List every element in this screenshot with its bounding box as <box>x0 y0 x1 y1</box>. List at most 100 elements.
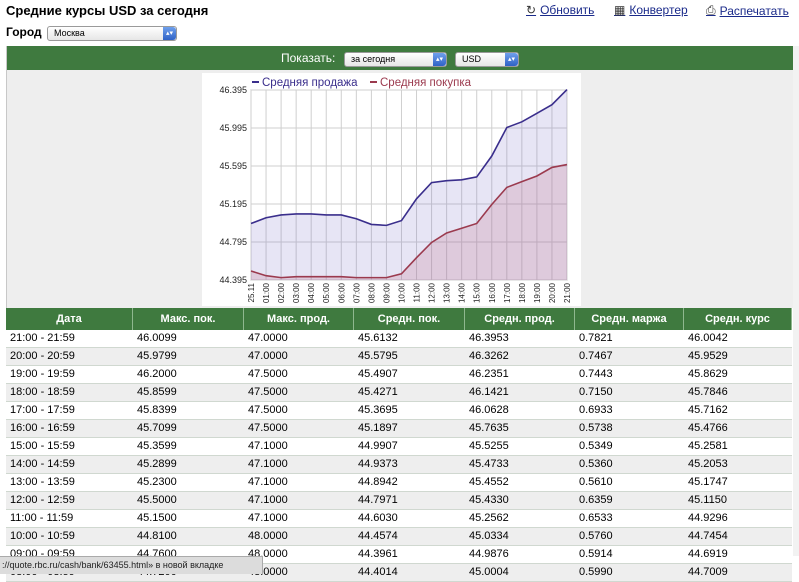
table-cell: 45.0334 <box>469 530 509 542</box>
x-tick-label: 13:00 <box>443 282 452 303</box>
table-cell: 45.7162 <box>688 404 728 416</box>
x-tick-label: 21:00 <box>563 282 572 303</box>
select-arrows-icon: ▴▾ <box>505 53 518 66</box>
table-cell: 45.2562 <box>469 512 509 524</box>
column-header: Макс. прод. <box>244 308 354 330</box>
currency-select[interactable]: USD ▴▾ <box>455 52 519 67</box>
table-cell: 45.0004 <box>469 566 509 578</box>
table-cell: 44.6919 <box>688 548 728 560</box>
table-cell: 45.7846 <box>688 386 728 398</box>
table-cell: 45.2899 <box>137 458 177 470</box>
status-bar: ://quote.rbc.ru/cash/bank/63455.html» в … <box>0 556 263 574</box>
print-link[interactable]: ⎙ Распечатать <box>706 3 789 18</box>
table-cell: 47.5000 <box>248 422 288 434</box>
table-cell: 47.5000 <box>248 404 288 416</box>
y-tick-label: 45.195 <box>219 199 247 209</box>
table-row: 20:00 - 20:59 45.9799 47.0000 45.5795 46.326… <box>6 348 792 366</box>
refresh-label: Обновить <box>540 3 595 17</box>
table-cell: 13:00 - 13:59 <box>10 476 75 488</box>
table-cell: 0.7467 <box>579 350 613 362</box>
table-cell: 16:00 - 16:59 <box>10 422 75 434</box>
table-cell: 0.6359 <box>579 494 613 506</box>
table-cell: 45.4330 <box>469 494 509 506</box>
y-tick-label: 45.995 <box>219 123 247 133</box>
table-cell: 21:00 - 21:59 <box>10 332 75 344</box>
table-cell: 0.6933 <box>579 404 613 416</box>
page-title: Средние курсы USD за сегодня <box>6 3 209 18</box>
table-cell: 46.2351 <box>469 368 509 380</box>
x-tick-label: 03:00 <box>292 282 301 303</box>
table-cell: 18:00 - 18:59 <box>10 386 75 398</box>
table-cell: 46.3953 <box>469 332 509 344</box>
table-cell: 44.4014 <box>358 566 398 578</box>
rate-chart: 44.395 44.795 45.195 45.595 45.995 46.395 25.1… <box>202 73 581 306</box>
city-select[interactable]: Москва ▴▾ <box>47 26 177 41</box>
chart-panel: Показать: за сегодня ▴▾ USD ▴▾ 44.395 44.… <box>6 46 794 308</box>
table-row: 11:00 - 11:59 45.1500 47.1000 44.6030 45.256… <box>6 510 792 528</box>
table-cell: 44.9907 <box>358 440 398 452</box>
printer-icon: ⎙ <box>706 3 716 17</box>
table-row: 21:00 - 21:59 46.0099 47.0000 45.6132 46.395… <box>6 330 792 348</box>
series-line <box>250 163 568 279</box>
x-tick-label: 18:00 <box>518 282 527 303</box>
show-label: Показать: <box>281 51 336 65</box>
x-tick-label: 14:00 <box>458 282 467 303</box>
converter-link[interactable]: ▦ Конвертер <box>614 3 688 17</box>
table-cell: 46.2000 <box>137 368 177 380</box>
x-tick-label: 20:00 <box>548 282 557 303</box>
period-select[interactable]: за сегодня ▴▾ <box>344 52 447 67</box>
y-tick-label: 45.595 <box>219 161 247 171</box>
table-cell: 47.0000 <box>248 332 288 344</box>
print-label: Распечатать <box>719 3 789 18</box>
x-tick-label: 19:00 <box>533 282 542 303</box>
table-row: 15:00 - 15:59 45.3599 47.1000 44.9907 45.525… <box>6 438 792 456</box>
table-cell: 45.1500 <box>137 512 177 524</box>
table-cell: 45.9799 <box>137 350 177 362</box>
table-cell: 44.9373 <box>358 458 398 470</box>
table-cell: 47.0000 <box>248 350 288 362</box>
table-cell: 0.5990 <box>579 566 613 578</box>
table-cell: 0.7150 <box>579 386 613 398</box>
y-tick-label: 44.395 <box>219 275 247 285</box>
converter-label: Конвертер <box>629 3 688 17</box>
select-arrows-icon: ▴▾ <box>433 53 446 66</box>
table-cell: 45.4907 <box>358 368 398 380</box>
rates-table: Дата Макс. пок. Макс. прод. Средн. пок. Сред… <box>6 308 792 582</box>
table-row: 17:00 - 17:59 45.8399 47.5000 45.3695 46.062… <box>6 402 792 420</box>
table-cell: 44.7971 <box>358 494 398 506</box>
column-header: Средн. пок. <box>354 308 465 330</box>
table-cell: 45.4271 <box>358 386 398 398</box>
table-row: 16:00 - 16:59 45.7099 47.5000 45.1897 45.763… <box>6 420 792 438</box>
table-cell: 44.9296 <box>688 512 728 524</box>
table-cell: 46.3262 <box>469 350 509 362</box>
table-cell: 45.2053 <box>688 458 728 470</box>
table-cell: 45.2581 <box>688 440 728 452</box>
table-cell: 0.5738 <box>579 422 613 434</box>
table-cell: 46.0099 <box>137 332 177 344</box>
x-tick-label: 25.11 <box>247 282 256 302</box>
table-cell: 44.7454 <box>688 530 728 542</box>
table-cell: 44.6030 <box>358 512 398 524</box>
table-cell: 44.7009 <box>688 566 728 578</box>
column-header: Средн. маржа <box>575 308 684 330</box>
x-tick-label: 09:00 <box>382 282 391 303</box>
refresh-link[interactable]: ↻ Обновить <box>526 3 594 17</box>
x-tick-label: 10:00 <box>397 282 406 303</box>
table-header: Дата Макс. пок. Макс. прод. Средн. пок. Сред… <box>6 308 792 330</box>
x-tick-label: 16:00 <box>488 282 497 303</box>
table-cell: 44.8100 <box>137 530 177 542</box>
table-cell: 45.1897 <box>358 422 398 434</box>
x-tick-label: 07:00 <box>352 282 361 303</box>
series-area <box>251 164 567 280</box>
x-tick-label: 04:00 <box>307 282 316 303</box>
x-tick-label: 12:00 <box>428 282 437 303</box>
table-cell: 45.6132 <box>358 332 398 344</box>
column-header: Дата <box>6 308 133 330</box>
table-cell: 45.4733 <box>469 458 509 470</box>
table-cell: 44.3961 <box>358 548 398 560</box>
table-cell: 0.5610 <box>579 476 613 488</box>
table-cell: 45.5000 <box>137 494 177 506</box>
scrollbar[interactable] <box>793 46 799 556</box>
table-cell: 46.0628 <box>469 404 509 416</box>
table-cell: 46.0042 <box>688 332 728 344</box>
